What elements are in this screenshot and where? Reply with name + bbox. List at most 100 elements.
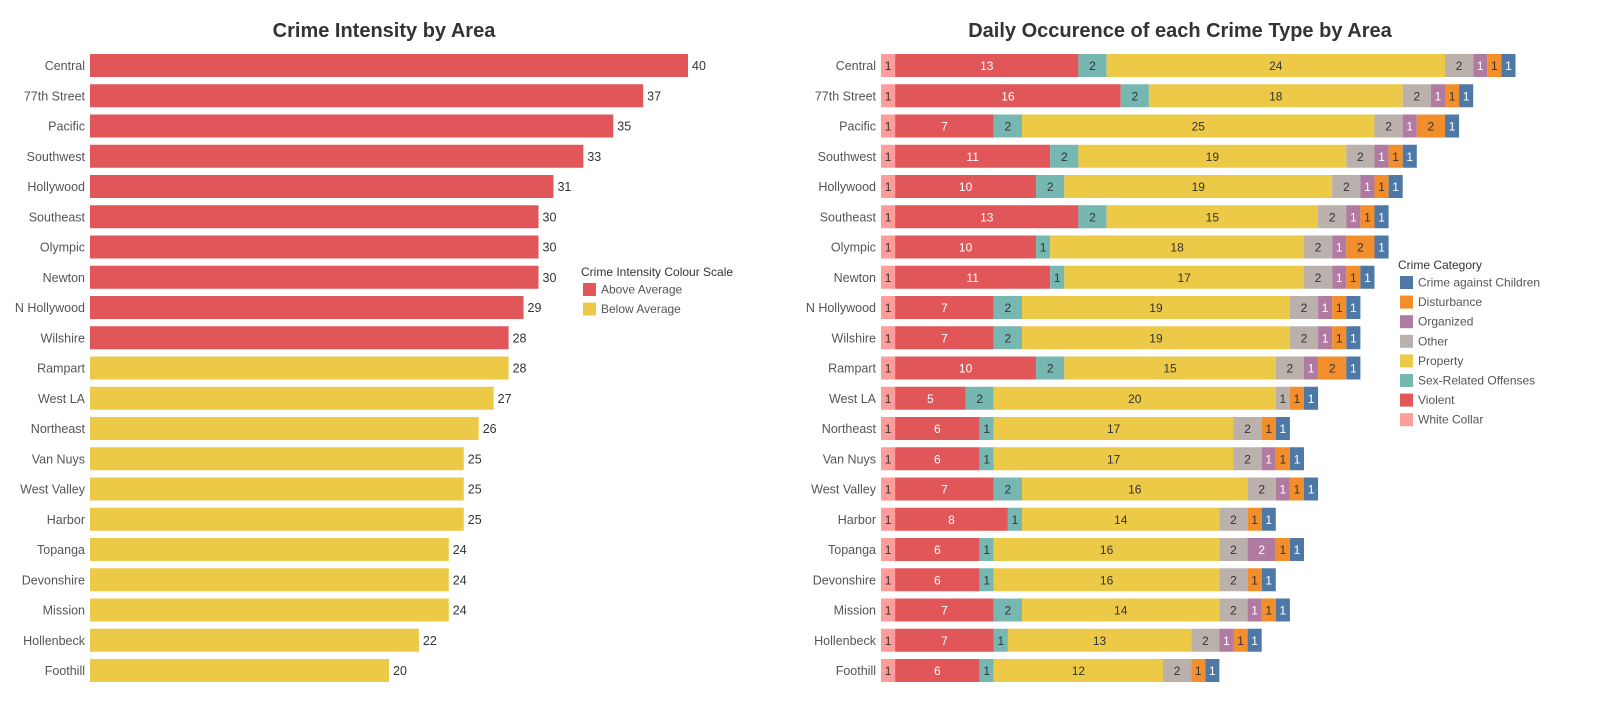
segment-other-northeast[interactable]: [1233, 417, 1262, 440]
segment-sex-related-offenses-topanga[interactable]: [979, 538, 994, 561]
segment-other-hollenbeck[interactable]: [1191, 628, 1220, 652]
segment-violent-west-valley[interactable]: [895, 477, 994, 501]
segment-organized-van-nuys[interactable]: [1261, 447, 1276, 471]
segment-white-collar-southeast[interactable]: [881, 205, 896, 229]
segment-violent-van-nuys[interactable]: [895, 447, 980, 471]
intensity-bar-central[interactable]: [90, 54, 688, 77]
segment-white-collar-northeast[interactable]: [881, 417, 896, 440]
segment-organized-hollenbeck[interactable]: [1219, 628, 1234, 652]
intensity-bar-topanga[interactable]: [90, 538, 449, 561]
segment-sex-related-offenses-harbor[interactable]: [1007, 507, 1022, 531]
intensity-bar-west-valley[interactable]: [90, 477, 464, 501]
segment-violent-southwest[interactable]: [895, 144, 1051, 168]
segment-violent-mission[interactable]: [895, 598, 994, 622]
segment-disturbance-wilshire[interactable]: [1332, 326, 1347, 350]
segment-organized-southeast[interactable]: [1346, 205, 1361, 229]
intensity-bar-pacific[interactable]: [90, 114, 614, 138]
segment-sex-related-offenses-newton[interactable]: [1050, 265, 1065, 289]
intensity-bar-mission[interactable]: [90, 598, 449, 622]
segment-sex-related-offenses-mission[interactable]: [993, 598, 1022, 622]
segment-violent-wilshire[interactable]: [895, 326, 994, 350]
segment-violent-topanga[interactable]: [895, 538, 980, 561]
segment-crime-against-children-hollywood[interactable]: [1388, 175, 1403, 198]
segment-disturbance-olympic[interactable]: [1346, 235, 1375, 259]
segment-sex-related-offenses-foothill[interactable]: [979, 659, 994, 682]
crime-category-legend-item-crime-against-children[interactable]: Crime against Children: [1400, 276, 1540, 290]
intensity-bar-northeast[interactable]: [90, 417, 479, 440]
segment-property-southwest[interactable]: [1078, 144, 1347, 168]
segment-other-n-hollywood[interactable]: [1289, 296, 1319, 319]
segment-disturbance-southeast[interactable]: [1360, 205, 1375, 229]
segment-other-foothill[interactable]: [1163, 659, 1192, 682]
intensity-bar-foothill[interactable]: [90, 659, 389, 682]
segment-violent-northeast[interactable]: [895, 417, 980, 440]
segment-organized-west-valley[interactable]: [1275, 477, 1290, 501]
segment-property-foothill[interactable]: [993, 659, 1163, 682]
segment-property-topanga[interactable]: [993, 538, 1220, 561]
segment-crime-against-children-mission[interactable]: [1275, 598, 1290, 622]
segment-other-southwest[interactable]: [1346, 144, 1375, 168]
segment-property-west-la[interactable]: [993, 386, 1276, 410]
intensity-bar-rampart[interactable]: [90, 356, 509, 380]
segment-white-collar-devonshire[interactable]: [881, 568, 896, 592]
segment-other-olympic[interactable]: [1304, 235, 1333, 259]
segment-violent-southeast[interactable]: [895, 205, 1079, 229]
segment-white-collar-mission[interactable]: [881, 598, 896, 622]
segment-violent-pacific[interactable]: [895, 114, 994, 138]
segment-white-collar-rampart[interactable]: [881, 356, 896, 380]
segment-organized-southwest[interactable]: [1374, 144, 1389, 168]
segment-disturbance-northeast[interactable]: [1261, 417, 1276, 440]
segment-violent-rampart[interactable]: [895, 356, 1037, 380]
segment-white-collar-pacific[interactable]: [881, 114, 896, 138]
crime-category-legend-item-property[interactable]: Property: [1400, 354, 1463, 368]
segment-crime-against-children-west-la[interactable]: [1304, 386, 1319, 410]
segment-other-mission[interactable]: [1219, 598, 1248, 622]
segment-white-collar-foothill[interactable]: [881, 659, 896, 682]
crime-category-legend-item-other[interactable]: Other: [1400, 334, 1448, 348]
segment-disturbance-foothill[interactable]: [1191, 659, 1206, 682]
segment-violent-central[interactable]: [895, 54, 1079, 77]
segment-disturbance-mission[interactable]: [1261, 598, 1276, 622]
segment-other-rampart[interactable]: [1275, 356, 1304, 380]
segment-violent-harbor[interactable]: [895, 507, 1008, 531]
segment-violent-n-hollywood[interactable]: [895, 296, 994, 319]
intensity-bar-van-nuys[interactable]: [90, 447, 464, 471]
segment-disturbance-devonshire[interactable]: [1247, 568, 1262, 592]
segment-crime-against-children-harbor[interactable]: [1261, 507, 1276, 531]
segment-other-southeast[interactable]: [1318, 205, 1347, 229]
segment-disturbance-central[interactable]: [1487, 54, 1502, 77]
segment-violent-hollywood[interactable]: [895, 175, 1037, 198]
intensity-bar-n-hollywood[interactable]: [90, 296, 524, 319]
segment-sex-related-offenses-hollywood[interactable]: [1036, 175, 1065, 198]
segment-disturbance-southwest[interactable]: [1388, 144, 1403, 168]
segment-crime-against-children-central[interactable]: [1501, 54, 1516, 77]
segment-property-newton[interactable]: [1064, 265, 1304, 289]
segment-sex-related-offenses-west-valley[interactable]: [993, 477, 1022, 501]
segment-other-topanga[interactable]: [1219, 538, 1248, 561]
segment-other-central[interactable]: [1445, 54, 1474, 77]
intensity-bar-newton[interactable]: [90, 265, 539, 289]
segment-property-pacific[interactable]: [1022, 114, 1375, 138]
segment-property-olympic[interactable]: [1050, 235, 1304, 259]
segment-crime-against-children-hollenbeck[interactable]: [1247, 628, 1262, 652]
segment-disturbance-harbor[interactable]: [1247, 507, 1262, 531]
segment-white-collar-west-la[interactable]: [881, 386, 896, 410]
segment-sex-related-offenses-hollenbeck[interactable]: [993, 628, 1008, 652]
segment-violent-foothill[interactable]: [895, 659, 980, 682]
intensity-bar-southeast[interactable]: [90, 205, 539, 229]
segment-crime-against-children-77th-street[interactable]: [1459, 84, 1474, 108]
segment-property-mission[interactable]: [1022, 598, 1220, 622]
segment-other-newton[interactable]: [1304, 265, 1333, 289]
segment-disturbance-newton[interactable]: [1346, 265, 1361, 289]
segment-property-west-valley[interactable]: [1022, 477, 1248, 501]
segment-other-west-la[interactable]: [1275, 386, 1290, 410]
segment-sex-related-offenses-northeast[interactable]: [979, 417, 994, 440]
segment-white-collar-west-valley[interactable]: [881, 477, 896, 501]
segment-organized-wilshire[interactable]: [1318, 326, 1333, 350]
intensity-bar-olympic[interactable]: [90, 235, 539, 259]
segment-property-wilshire[interactable]: [1022, 326, 1290, 350]
crime-category-legend-item-disturbance[interactable]: Disturbance: [1400, 295, 1482, 309]
segment-organized-hollywood[interactable]: [1360, 175, 1375, 198]
intensity-bar-hollenbeck[interactable]: [90, 628, 419, 652]
segment-other-hollywood[interactable]: [1332, 175, 1361, 198]
